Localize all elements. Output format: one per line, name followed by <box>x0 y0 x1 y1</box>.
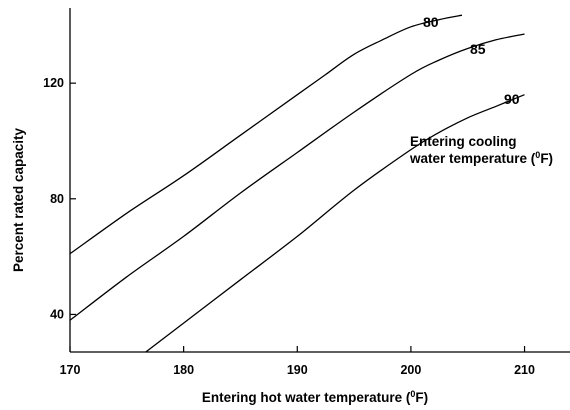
series-group <box>70 14 525 352</box>
x-axis-title-superscript: 0 <box>410 389 415 399</box>
axes <box>69 8 570 353</box>
x-axis-title-text: Entering hot water temperature ( <box>202 390 411 405</box>
x-tick-label: 170 <box>60 363 81 377</box>
annotation-line-1: Entering cooling <box>410 134 517 149</box>
y-tick-label: 40 <box>50 307 64 321</box>
x-tick-label: 180 <box>173 363 194 377</box>
annotation-line-2: water temperature (0F) <box>409 150 553 166</box>
x-ticks: 170 180 190 200 210 <box>60 346 535 377</box>
legend-annotation: Entering cooling water temperature (0F) <box>409 134 553 166</box>
series-line-80 <box>70 14 463 255</box>
series-labels: 80 85 90 <box>423 14 520 107</box>
series-label-85: 85 <box>470 41 486 57</box>
y-tick-label: 80 <box>50 192 64 206</box>
series-label-80: 80 <box>423 14 439 30</box>
x-tick-label: 190 <box>287 363 308 377</box>
x-tick-label: 200 <box>400 363 421 377</box>
y-axis-title: Percent rated capacity <box>11 127 26 272</box>
x-tick-label: 210 <box>514 363 535 377</box>
y-tick-label: 120 <box>43 76 64 90</box>
annotation-superscript: 0 <box>535 150 540 160</box>
series-line-90 <box>144 94 525 352</box>
x-axis-title: Entering hot water temperature (0F) <box>202 389 428 405</box>
annotation-line-2-end: F) <box>540 151 553 166</box>
x-axis-title-end: F) <box>415 390 428 405</box>
series-line-85 <box>70 33 525 321</box>
series-label-90: 90 <box>504 91 520 107</box>
annotation-line-2-text: water temperature ( <box>409 151 536 166</box>
y-ticks: 40 80 120 <box>43 76 76 321</box>
